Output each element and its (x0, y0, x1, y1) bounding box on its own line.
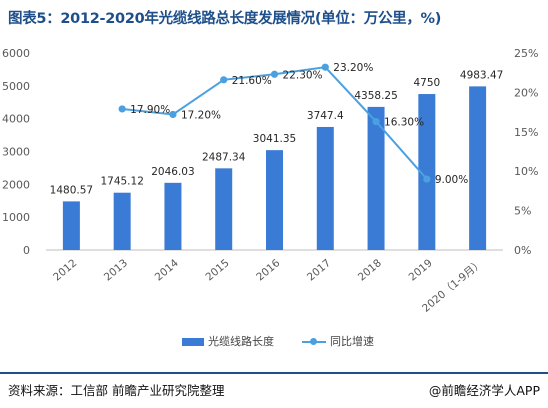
bar (418, 94, 436, 251)
y-right-tick-label: 25% (514, 47, 538, 60)
growth-value-label: 17.90% (130, 104, 170, 116)
x-tick-label: 2015 (203, 257, 231, 283)
growth-point (118, 105, 126, 113)
growth-value-label: 9.00% (435, 174, 468, 186)
growth-point (169, 110, 177, 119)
x-tick-label: 2018 (356, 257, 384, 283)
y-left-tick-label: 3000 (2, 146, 30, 159)
growth-point (423, 175, 431, 183)
x-tick-label: 2012 (51, 257, 79, 283)
y-left-tick-label: 1000 (2, 211, 30, 224)
legend-line-swatch (302, 337, 326, 347)
legend-bar: 光缆线路长度 (182, 333, 274, 349)
growth-value-label: 21.60% (232, 75, 272, 87)
growth-point (270, 70, 279, 78)
growth-point (220, 76, 228, 84)
legend-line: 同比增速 (302, 333, 374, 349)
growth-value-label: 16.30% (384, 117, 424, 129)
x-tick-label: 2019 (407, 257, 435, 283)
bar (266, 150, 283, 250)
x-tick-label: 2017 (305, 257, 333, 283)
x-tick-label: 2014 (153, 257, 181, 284)
chart-canvas: 0 1000 2000 3000 4000 5000 6000 0% 5% 10% 15% 20% 25… (2, 47, 538, 315)
y-left-tick-label: 5000 (2, 80, 30, 93)
y-right-tick-label: 15% (514, 126, 538, 139)
footer-divider (0, 372, 548, 374)
legend-bar-swatch (182, 338, 204, 346)
bar (164, 182, 182, 250)
bar (316, 126, 334, 250)
bar-value-label: 3747.4 (307, 110, 344, 122)
bar (215, 168, 233, 250)
x-tick-label: 2013 (102, 257, 130, 283)
footer-source: 资料来源：工信部 前瞻产业研究院整理 (8, 383, 225, 398)
bar-value-label: 1480.57 (50, 184, 93, 196)
bar (469, 86, 487, 250)
bar-value-label: 2487.34 (202, 151, 246, 163)
y-left-tick-label: 4000 (2, 113, 30, 126)
y-left-tick-label: 0 (23, 244, 30, 257)
y-right-tick-label: 10% (514, 165, 538, 178)
y-left-tick-label: 2000 (2, 178, 30, 191)
chart-title: 图表5：2012-2020年光缆线路总长度发展情况(单位：万公里，%) (8, 11, 442, 27)
growth-point (372, 117, 380, 126)
bar-value-label: 4358.25 (354, 90, 397, 102)
y-right-tick-label: 5% (514, 205, 531, 218)
x-tick-label: 2016 (254, 257, 282, 284)
bar-value-label: 1745.12 (100, 176, 143, 188)
legend-bar-label: 光缆线路长度 (208, 335, 274, 348)
legend-line-label: 同比增速 (330, 335, 374, 348)
growth-value-label: 17.20% (181, 109, 221, 121)
bar-value-label: 3041.35 (253, 133, 296, 145)
growth-point (321, 63, 329, 71)
bar (113, 192, 131, 250)
growth-value-label: 22.30% (283, 69, 323, 81)
y-right-tick-label: 20% (514, 86, 538, 99)
bar-value-label: 4750 (413, 77, 440, 89)
y-left-tick-label: 6000 (2, 47, 30, 60)
bar-value-label: 2046.03 (151, 166, 194, 178)
bar (367, 106, 385, 251)
growth-value-label: 23.20% (333, 62, 373, 74)
y-right-tick-label: 0% (514, 244, 531, 257)
bar (62, 201, 80, 250)
footer-brand: @前瞻经济学人APP (428, 383, 540, 398)
bar-value-label: 4983.47 (460, 69, 503, 81)
